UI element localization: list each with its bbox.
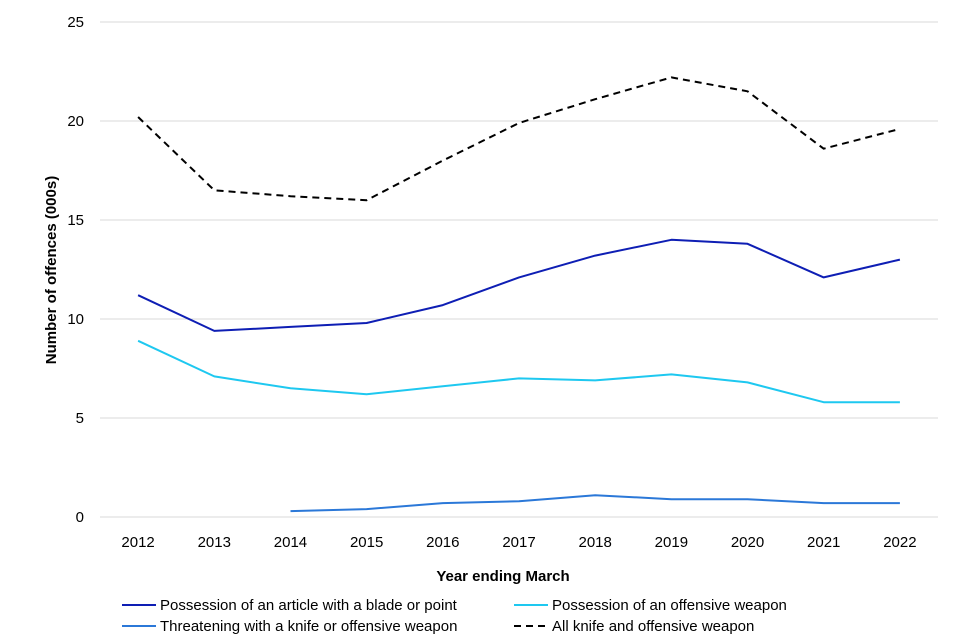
y-tick-label: 20	[67, 113, 84, 130]
x-tick-label: 2018	[578, 534, 611, 551]
series-lines	[137, 76, 901, 513]
legend-label-1: Possession of an article with a blade or…	[160, 597, 458, 614]
x-tick-label: 2014	[274, 534, 307, 551]
x-tick-label: 2022	[883, 534, 916, 551]
x-axis-ticks: 2012 2013 2014 2015 2016 2017 2018 2019 2020 2021…	[121, 534, 916, 551]
series-line-4	[137, 76, 901, 202]
legend-label-3: Threatening with a knife or offensive we…	[160, 618, 457, 635]
legend-label-2: Possession of an offensive weapon	[552, 597, 787, 614]
x-tick-label: 2012	[121, 534, 154, 551]
series-line-3	[290, 494, 900, 513]
series-line-2	[137, 339, 900, 404]
y-tick-label: 10	[67, 311, 84, 328]
x-tick-label: 2017	[502, 534, 535, 551]
y-tick-label: 25	[67, 14, 84, 31]
y-tick-label: 15	[67, 212, 84, 229]
y-tick-label: 5	[76, 410, 84, 427]
y-axis-ticks: 0 5 10 15 20 25	[67, 14, 84, 526]
legend-label-4: All knife and offensive weapon	[552, 618, 754, 635]
y-tick-label: 0	[76, 509, 84, 526]
series-line-1	[137, 238, 901, 332]
x-tick-label: 2013	[198, 534, 231, 551]
x-tick-label: 2015	[350, 534, 383, 551]
x-tick-label: 2016	[426, 534, 459, 551]
x-tick-label: 2021	[807, 534, 840, 551]
x-tick-label: 2020	[731, 534, 764, 551]
gridlines	[100, 21, 938, 518]
y-axis-title: Number of offences (000s)	[43, 176, 60, 364]
x-tick-label: 2019	[655, 534, 688, 551]
x-axis-title: Year ending March	[436, 568, 569, 585]
legend: Possession of an article with a blade or…	[122, 597, 787, 635]
